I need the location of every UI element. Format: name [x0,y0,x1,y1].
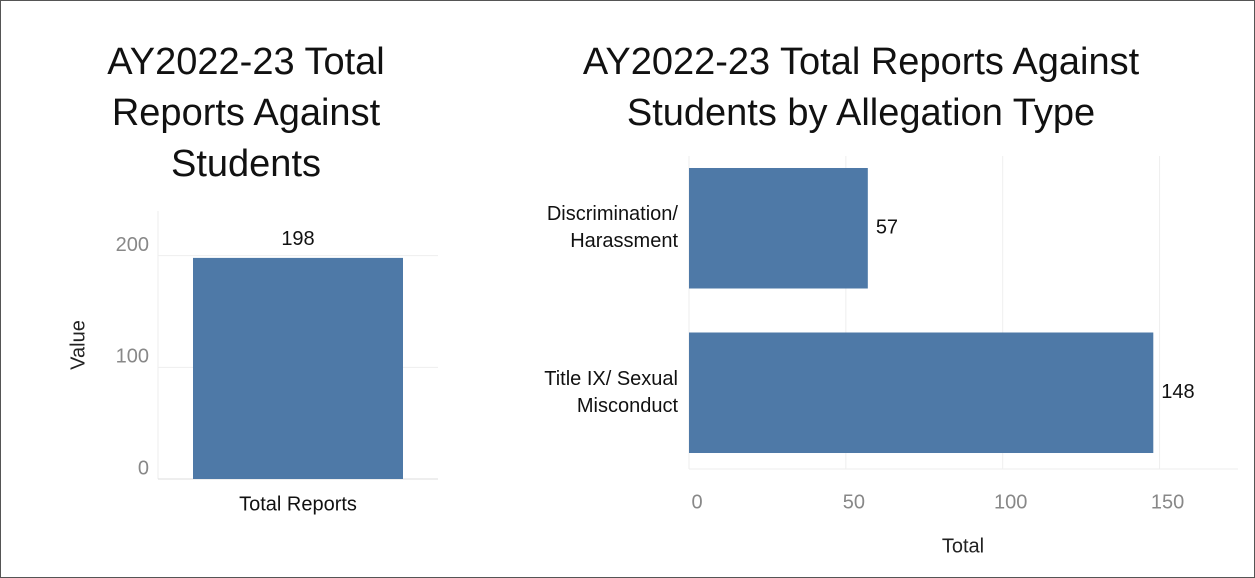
x-tick-label: 0 [691,491,702,513]
x-tick-label: 100 [994,491,1027,513]
chart-title: AY2022-23 Total Reports Against Students… [582,41,1140,134]
y-tick-label: 100 [116,346,149,368]
y-tick-label: 0 [138,457,149,479]
bar [689,167,868,289]
x-tick-label: 150 [1151,491,1184,513]
bar [689,332,1154,454]
data-label: 148 [1161,381,1194,403]
chart-title: AY2022-23 Total Reports Against Students [107,41,385,185]
data-label: 198 [281,228,314,250]
x-tick-label: 50 [843,491,865,513]
y-tick-label: 200 [116,234,149,256]
bar [193,257,403,479]
y-axis-label: Value [67,320,89,370]
y-tick-label: Title IX/ Sexual Misconduct [544,367,678,417]
data-label: 57 [876,217,898,239]
x-axis-label: Total [942,535,984,557]
y-tick-label: Discrimination/ Harassment [546,203,678,253]
x-tick-label: Total Reports [239,493,357,515]
